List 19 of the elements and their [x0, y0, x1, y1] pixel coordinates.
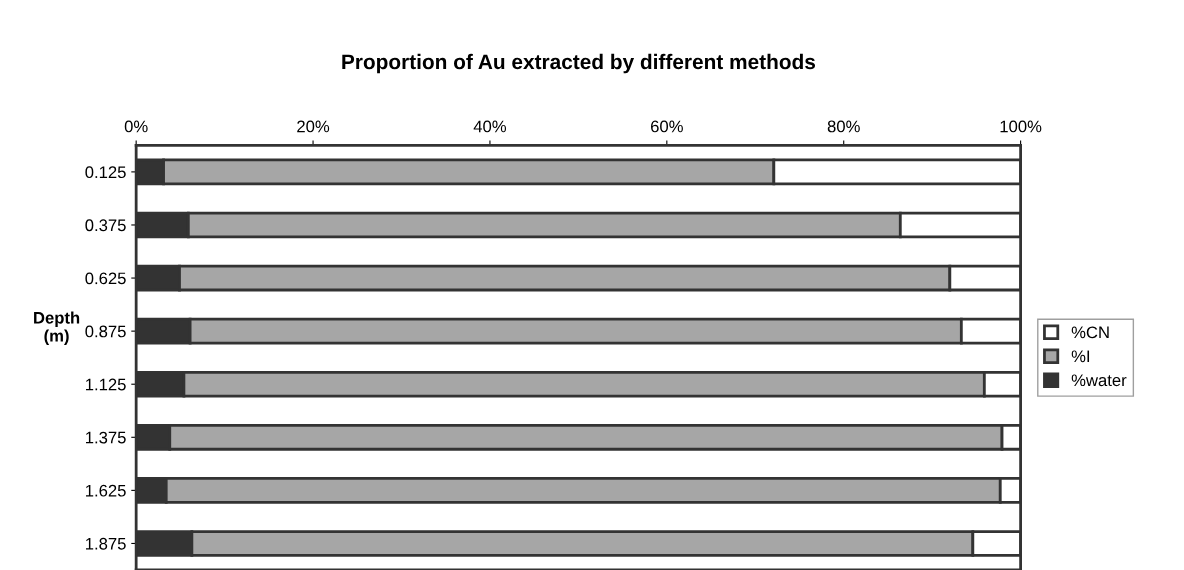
legend-label: %CN	[1071, 326, 1109, 339]
legend-label: %water	[1071, 374, 1127, 387]
y-tick-label: 0.375	[85, 219, 126, 232]
x-tick-label: 20%	[297, 120, 330, 133]
y-tick-label: 1.875	[86, 537, 126, 550]
x-tick-label: 60%	[651, 120, 683, 133]
legend-label: %I	[1071, 350, 1090, 363]
x-tick-label: 80%	[827, 120, 860, 133]
x-tick-label: 0%	[124, 120, 148, 133]
chart-title: Proportion of Au extracted by different methods	[342, 53, 816, 74]
y-tick-label: 0.625	[85, 272, 126, 285]
y-tick-label: 1.375	[86, 431, 126, 444]
y-tick-label: 1.125	[86, 378, 126, 391]
y-axis-title: Depth (m)	[34, 311, 80, 345]
x-tick-label: 100%	[1000, 120, 1042, 133]
y-tick-label: 0.125	[85, 166, 126, 179]
y-tick-label: 1.625	[86, 484, 126, 497]
x-tick-label: 40%	[473, 120, 507, 133]
y-tick-label: 0.875	[85, 325, 126, 338]
